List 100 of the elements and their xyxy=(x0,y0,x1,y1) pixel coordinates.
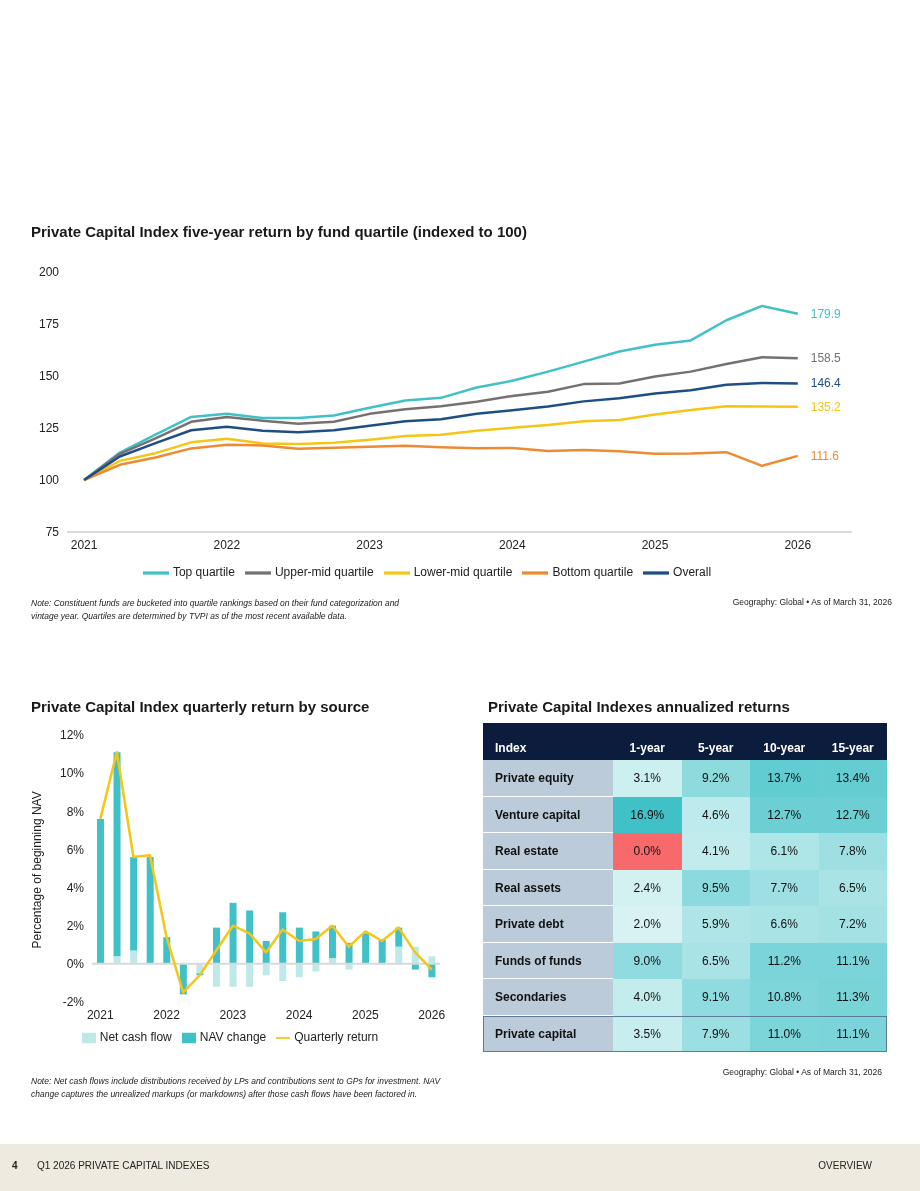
data-label: 111.6 xyxy=(810,448,840,463)
data-label: 11.3% xyxy=(835,990,871,1004)
legend-label: Quarterly return xyxy=(294,1030,379,1044)
bar xyxy=(212,963,220,987)
data-label: 7.9% xyxy=(701,1026,731,1041)
data-label: 0.0% xyxy=(632,844,662,858)
y-tick-label: 125 xyxy=(38,421,60,436)
text: Note: Constituent funds are bucketed into quartile rankings based on their fund categorization and vintage year. Quartiles are determined by TVPI as of the most recent available data. xyxy=(31,597,401,623)
y-tick-label: Private capital xyxy=(495,1026,577,1041)
data-label: 179.9 xyxy=(810,306,842,321)
data-label: 6.6% xyxy=(769,917,799,931)
data-label: 7.7% xyxy=(769,880,799,895)
y-tick-label: 6% xyxy=(66,842,85,857)
bar xyxy=(146,857,154,964)
bar xyxy=(229,963,237,987)
data-label: 6.5% xyxy=(838,880,868,895)
text: 4 xyxy=(12,1160,18,1171)
y-tick-label: 150 xyxy=(38,369,60,384)
data-label: 5.9% xyxy=(701,917,731,931)
x-tick-label: 2025 xyxy=(352,1007,380,1022)
x-tick-label: 2023 xyxy=(219,1007,247,1022)
data-label: 13.7% xyxy=(766,771,803,785)
x-tick-label: 2021 xyxy=(70,537,98,552)
x-tick-label: 2024 xyxy=(498,537,526,552)
data-label: 158.5 xyxy=(810,351,842,366)
x-tick-label: 5-year xyxy=(697,741,735,755)
data-label: 10.8% xyxy=(766,990,803,1004)
chart-title: Private Capital Index five-year return by fund quartile (indexed to 100) xyxy=(31,223,527,240)
bar xyxy=(130,950,138,964)
chart-title: Private Capital Index quarterly return by source xyxy=(31,698,370,715)
data-label: 4.6% xyxy=(701,807,731,822)
data-label: 2.0% xyxy=(632,917,662,931)
y-tick-label: 4% xyxy=(66,880,85,895)
legend-label: Top quartile xyxy=(172,565,235,580)
line-series xyxy=(82,381,800,482)
y-tick-label: 2% xyxy=(66,918,85,933)
y-tick-label: Secondaries xyxy=(495,990,567,1004)
text: Note: Net cash flows include distributions received by LPs and contributions sent to GPs for investment. NAV change captures the unrealized markups (or markdowns) after those cash flows have been factored in. xyxy=(31,1075,442,1101)
data-label: 3.1% xyxy=(632,771,662,785)
x-tick-label: 2022 xyxy=(213,537,241,552)
y-tick-label: 175 xyxy=(38,317,60,332)
x-tick-label: 2022 xyxy=(153,1007,181,1022)
data-label: 12.7% xyxy=(834,807,871,822)
y-tick-label: -2% xyxy=(62,995,85,1010)
chart-title: Private Capital Indexes annualized returns xyxy=(488,698,790,715)
bar xyxy=(113,752,121,957)
x-tick-label: 2025 xyxy=(641,537,669,552)
data-label: 4.0% xyxy=(632,990,662,1004)
y-tick-label: 8% xyxy=(66,804,85,819)
bar xyxy=(130,857,138,951)
data-label: 2.4% xyxy=(632,880,662,895)
bar xyxy=(295,963,303,978)
legend-label: Bottom quartile xyxy=(552,565,634,580)
data-label: 146.4 xyxy=(810,376,842,391)
y-tick-label: 0% xyxy=(66,957,85,972)
text: Geography: Global • As of March 31, 2026 xyxy=(722,1067,882,1077)
x-tick-label: 2021 xyxy=(86,1007,114,1022)
x-tick-label: 10-year xyxy=(762,741,807,755)
bar xyxy=(279,912,287,964)
y-tick-label: 12% xyxy=(59,728,85,743)
x-tick-label: 15-year xyxy=(830,741,875,755)
y-tick-label: Funds of funds xyxy=(495,953,582,968)
data-label: 9.0% xyxy=(632,953,662,968)
data-label: 7.2% xyxy=(838,917,868,931)
x-tick-label: 1-year xyxy=(628,741,666,755)
x-tick-label: 2023 xyxy=(356,537,384,552)
y-tick-label: 200 xyxy=(38,265,60,280)
bar xyxy=(395,946,403,964)
data-label: 9.1% xyxy=(701,990,731,1004)
data-label: 16.9% xyxy=(629,807,666,822)
y-tick-label: 75 xyxy=(45,525,60,540)
data-label: 4.1% xyxy=(701,844,731,858)
data-label: 12.7% xyxy=(766,807,803,822)
data-label: 11.0% xyxy=(766,1026,802,1041)
data-label: 9.5% xyxy=(701,880,731,895)
x-tick-label: 2026 xyxy=(418,1007,446,1022)
y-tick-label: Real estate xyxy=(495,844,559,858)
y-tick-label: 10% xyxy=(59,766,85,781)
data-label: 13.4% xyxy=(834,771,871,785)
bar xyxy=(96,818,104,964)
x-tick-label: 2026 xyxy=(784,537,812,552)
legend-label: Lower-mid quartile xyxy=(413,565,513,580)
bar xyxy=(362,933,370,964)
y-tick-label: Private debt xyxy=(495,917,564,931)
data-label: 6.1% xyxy=(769,844,799,858)
bar xyxy=(246,910,254,964)
y-axis-title: Index xyxy=(495,741,527,755)
data-label: 3.5% xyxy=(632,1026,662,1041)
data-label: 6.5% xyxy=(701,953,731,968)
data-label: 11.2% xyxy=(766,953,802,968)
y-tick-label: Private equity xyxy=(495,771,574,785)
x-tick-label: 2024 xyxy=(285,1007,313,1022)
text: Geography: Global • As of March 31, 2026 xyxy=(732,597,892,607)
legend-label: NAV change xyxy=(199,1030,267,1044)
legend-label: Overall xyxy=(673,565,712,580)
bar xyxy=(279,963,287,982)
data-label: 9.2% xyxy=(701,771,731,785)
legend-label: Upper-mid quartile xyxy=(274,565,374,580)
bar xyxy=(229,902,237,964)
y-tick-label: 100 xyxy=(38,473,60,488)
